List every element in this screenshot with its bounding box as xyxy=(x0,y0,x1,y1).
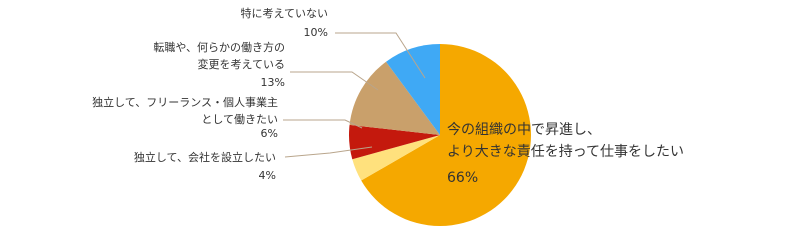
slice-label-line: 特に考えていない xyxy=(241,6,328,20)
pie-slice xyxy=(349,61,440,135)
value-label: 66% xyxy=(447,170,478,186)
slice-label-line: 独立して、フリーランス・個人事業主 xyxy=(92,95,278,109)
value-label: 10% xyxy=(304,26,328,39)
pie-slice xyxy=(349,124,440,160)
slice-label-line: として働きたい xyxy=(201,113,278,126)
leader-line xyxy=(284,146,373,158)
slice-label-line: 独立して、会社を設立したい xyxy=(134,150,276,164)
slice-label-line: 今の組織の中で昇進し、 xyxy=(447,122,601,138)
leader-line xyxy=(283,119,363,129)
value-label: 4% xyxy=(259,169,276,182)
slice-label: 特に考えていない xyxy=(241,6,328,20)
slice-label: 独立して、会社を設立したい xyxy=(134,150,276,164)
slice-label: 独立して、フリーランス・個人事業主として働きたい xyxy=(92,95,278,126)
slice-label-line: より大きな責任を持って仕事をしたい xyxy=(447,144,684,160)
pie-slice xyxy=(361,44,531,226)
value-label: 6% xyxy=(261,127,278,140)
leader-line xyxy=(290,71,379,91)
slice-label: 今の組織の中で昇進し、より大きな責任を持って仕事をしたい xyxy=(447,122,684,160)
slice-label-line: 転職や、何らかの働き方の xyxy=(153,40,285,54)
pie-slice xyxy=(352,135,440,181)
slice-label: 転職や、何らかの働き方の変更を考えている xyxy=(153,40,285,71)
leader-line xyxy=(335,32,426,79)
pie-slice xyxy=(386,44,440,135)
slice-label-line: 変更を考えている xyxy=(198,57,285,71)
value-label: 13% xyxy=(261,76,285,89)
